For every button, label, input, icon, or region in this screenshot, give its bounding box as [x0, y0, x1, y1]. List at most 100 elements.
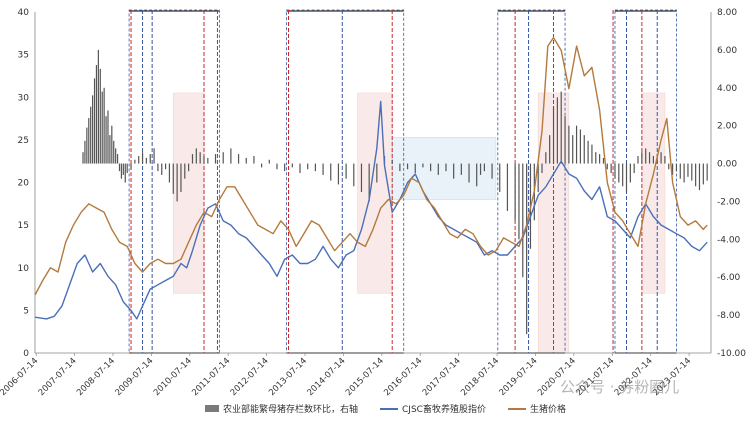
sow-bar-76 — [453, 163, 455, 179]
sow-bar-13 — [107, 110, 109, 164]
sow-bar-56 — [299, 163, 301, 174]
sow-bar-111 — [614, 163, 616, 179]
pork-index-line — [34, 100, 708, 320]
sow-bar-25 — [134, 159, 136, 164]
sow-bar-23 — [126, 163, 128, 174]
sow-bar-57 — [307, 163, 309, 170]
sow-bar-88 — [526, 163, 528, 335]
sow-bar-101 — [575, 125, 578, 164]
sow-bar-131 — [691, 163, 693, 181]
sow-bar-126 — [671, 163, 674, 175]
right-tick-label-9: 8.00 — [717, 8, 737, 18]
x-tick-label-10: 2016-07-14 — [382, 356, 424, 398]
x-tick-label-1: 2007-07-14 — [37, 356, 79, 398]
legend-label-sow: 农业部能繁母猪存栏数环比，右轴 — [223, 405, 359, 415]
sow-bar-119 — [645, 148, 647, 164]
sow-bar-66 — [376, 163, 378, 183]
sow-bar-48 — [237, 154, 240, 164]
x-tick-label-4: 2010-07-14 — [152, 356, 194, 398]
sow-bar-36 — [176, 163, 178, 202]
sow-bar-44 — [207, 157, 209, 164]
right-tick-label-5: 0.00 — [717, 160, 737, 170]
right-tick-label-4: -2.00 — [717, 197, 741, 207]
sow-bar-43 — [203, 155, 205, 164]
x-tick-label-9: 2015-07-14 — [344, 356, 386, 398]
sow-bar-41 — [195, 148, 197, 164]
sow-bar-135 — [706, 163, 708, 181]
sow-bar-98 — [564, 116, 566, 164]
right-tick-label-6: 2.00 — [717, 122, 737, 132]
sow-bar-117 — [637, 155, 639, 164]
sow-bar-107 — [599, 154, 601, 164]
sow-bar-54 — [284, 163, 286, 172]
sow-bar-134 — [702, 163, 704, 185]
shaded-region-2 — [391, 137, 497, 200]
sow-bar-14 — [109, 135, 111, 164]
sow-bar-30 — [153, 148, 155, 164]
sow-bar-32 — [161, 163, 163, 175]
sow-bar-59 — [322, 163, 324, 175]
sow-bar-46 — [222, 152, 224, 164]
left-tick-label-7: 35 — [18, 51, 29, 61]
sow-bar-124 — [664, 155, 666, 164]
sow-bar-8 — [97, 49, 99, 164]
sow-bar-116 — [633, 163, 635, 174]
sow-bar-17 — [115, 148, 117, 164]
left-tick-label-5: 25 — [18, 136, 29, 146]
sow-bar-5 — [92, 95, 94, 164]
sow-bar-60 — [330, 163, 332, 181]
sow-bar-24 — [130, 163, 132, 170]
shaded-region-1 — [357, 92, 393, 294]
sow-bar-114 — [625, 163, 628, 192]
sow-bar-20 — [120, 163, 123, 179]
legend-label-pork-index: CJSC畜牧养殖股指价 — [402, 405, 486, 415]
sow-bar-77 — [460, 163, 462, 175]
left-tick-label-1: 5 — [23, 306, 29, 316]
sow-bar-16 — [113, 140, 115, 164]
legend-swatch-bar — [205, 405, 219, 412]
sow-bar-121 — [652, 155, 654, 164]
sow-bar-120 — [648, 152, 651, 164]
sow-bar-39 — [188, 163, 190, 172]
x-tick-label-8: 2014-07-14 — [306, 356, 348, 398]
live-price-line — [34, 36, 708, 296]
sow-bar-115 — [629, 163, 631, 183]
sow-bar-35 — [172, 163, 174, 194]
left-tick-label-6: 30 — [18, 93, 30, 103]
sow-bar-79 — [476, 163, 478, 187]
sow-bar-129 — [683, 163, 685, 183]
x-tick-label-5: 2011-07-14 — [190, 356, 232, 398]
sow-bar-22 — [124, 163, 126, 183]
right-tick-label-1: -8.00 — [717, 311, 741, 321]
sow-bar-40 — [191, 154, 194, 164]
sow-bar-9 — [99, 68, 101, 164]
sow-bar-75 — [445, 163, 447, 172]
right-tick-label-7: 4.00 — [717, 84, 737, 94]
x-tick-label-3: 2009-07-14 — [113, 356, 155, 398]
sow-bar-21 — [122, 163, 124, 175]
x-tick-label-12: 2018-07-14 — [459, 356, 501, 398]
sow-bar-132 — [695, 163, 697, 187]
sow-bar-94 — [549, 135, 551, 164]
sow-bar-97 — [560, 91, 562, 164]
sow-bar-61 — [337, 163, 340, 185]
right-tick-label-0: -10.00 — [717, 349, 746, 359]
sow-bar-27 — [141, 152, 144, 164]
sow-bar-109 — [606, 163, 608, 170]
legend-item-pork-index: CJSC畜牧养殖股指价 — [380, 402, 486, 415]
sow-bar-12 — [105, 116, 107, 164]
sow-bar-110 — [610, 163, 612, 174]
sow-bar-118 — [641, 152, 643, 164]
sow-bar-26 — [138, 155, 140, 164]
watermark: 公众号 · 券粉圈儿 — [560, 378, 680, 396]
sow-bar-80 — [479, 163, 482, 175]
sow-bar-6 — [93, 78, 96, 164]
sow-bar-105 — [591, 144, 593, 164]
sow-bar-70 — [406, 163, 409, 170]
sow-bar-123 — [660, 152, 662, 164]
sow-bar-38 — [184, 163, 186, 179]
sow-bar-4 — [90, 106, 92, 164]
sow-bar-34 — [168, 163, 171, 183]
sow-bar-128 — [679, 163, 681, 179]
sow-bar-112 — [618, 163, 620, 183]
